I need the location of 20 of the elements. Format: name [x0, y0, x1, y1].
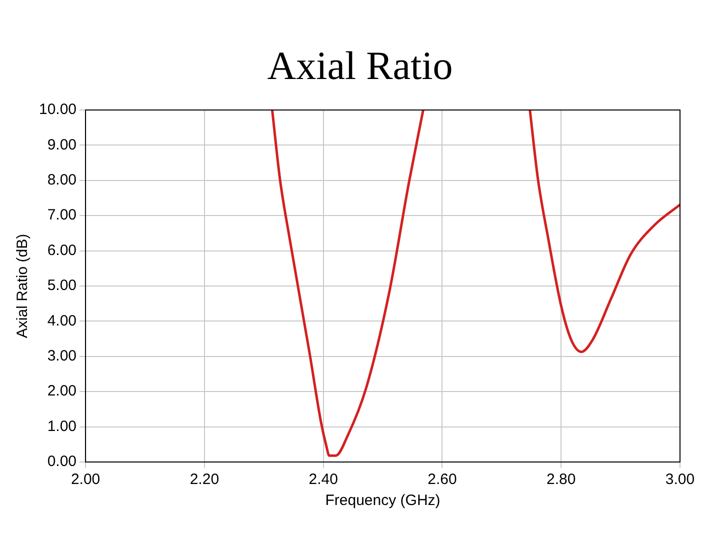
x-tick-label: 2.00	[70, 471, 100, 488]
chart-title: Axial Ratio	[266, 42, 454, 89]
x-tick-label: 2.40	[308, 471, 338, 488]
y-tick-label: 6.00	[47, 242, 77, 259]
y-tick-label: 4.00	[47, 312, 77, 330]
y-tick-label: 7.00	[47, 206, 77, 224]
y-tick-label: 1.00	[47, 418, 77, 435]
y-axis-title: Axial Ratio (dB)	[14, 234, 32, 338]
x-tick-label: 2.80	[546, 471, 576, 488]
x-tick-label: 2.20	[190, 471, 220, 488]
y-tick-label: 10.00	[38, 101, 77, 118]
x-tick-label: 3.00	[665, 471, 695, 488]
y-tick-label: 3.00	[47, 348, 77, 365]
y-tick-label: 2.00	[47, 382, 77, 400]
y-tick-label: 0.00	[47, 453, 77, 470]
y-tick-label: 9.00	[47, 136, 77, 154]
y-tick-label: 8.00	[47, 172, 77, 189]
x-axis-title: Frequency (GHz)	[325, 492, 440, 510]
x-tick-label: 2.60	[428, 471, 457, 488]
y-tick-label: 5.00	[47, 277, 77, 294]
